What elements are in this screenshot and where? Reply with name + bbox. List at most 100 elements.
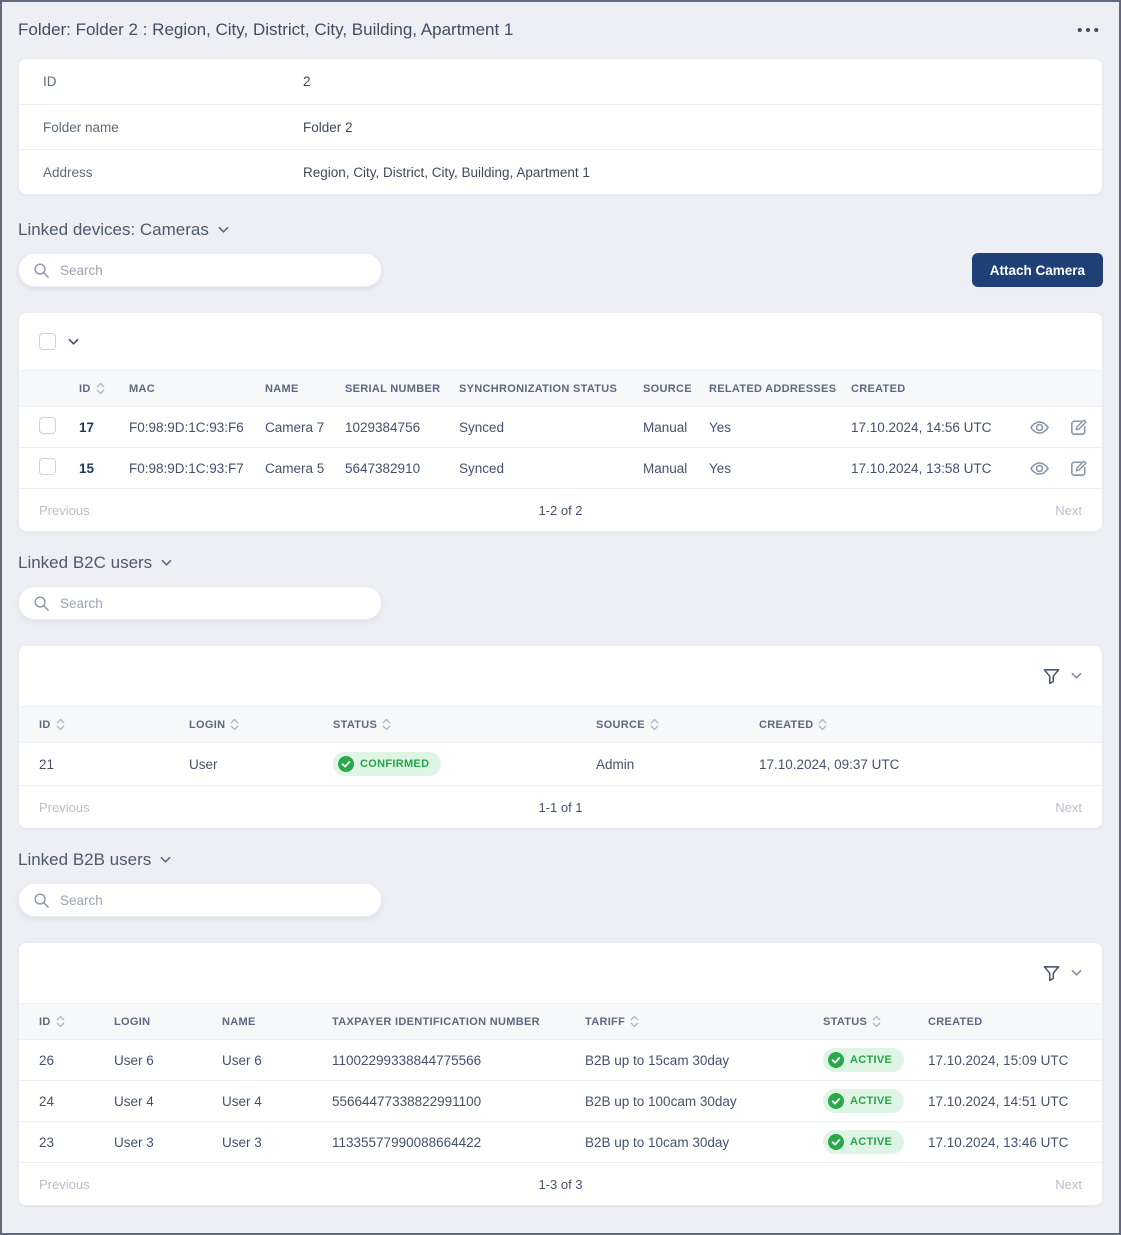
column-header-name: NAME [265, 382, 299, 395]
camera-created: 17.10.2024, 13:58 UTC [851, 460, 992, 476]
previous-button[interactable]: Previous [39, 502, 90, 518]
eye-icon[interactable] [1029, 458, 1050, 479]
search-icon [33, 595, 50, 612]
column-header-source[interactable]: SOURCE [576, 717, 739, 732]
cameras-search-row: Attach Camera [18, 253, 1103, 287]
section-title: Linked B2B users [18, 850, 152, 869]
edit-icon[interactable] [1068, 417, 1089, 438]
camera-sync-status: Synced [459, 460, 505, 476]
next-button[interactable]: Next [1055, 502, 1082, 518]
cameras-pagination: Previous 1-2 of 2 Next [19, 489, 1102, 531]
detail-label: Address [43, 164, 93, 180]
column-header-login[interactable]: LOGIN [169, 717, 313, 732]
detail-value: 2 [303, 74, 311, 89]
detail-value: Folder 2 [303, 119, 353, 135]
cameras-search-input[interactable] [60, 262, 367, 278]
camera-name: Camera 7 [265, 419, 325, 435]
filter-chevron-icon[interactable] [1071, 672, 1082, 680]
user-tariff: B2B up to 15cam 30day [585, 1052, 730, 1068]
camera-serial: 1029384756 [345, 419, 421, 435]
b2c-search-input[interactable] [60, 595, 367, 611]
b2b-table-row[interactable]: 23 User 3 User 3 11335577990088664422 B2… [19, 1122, 1102, 1163]
user-id: 24 [39, 1093, 55, 1109]
camera-created: 17.10.2024, 14:56 UTC [851, 419, 992, 435]
column-header-id[interactable]: ID [19, 717, 169, 732]
user-name: User 4 [222, 1093, 262, 1109]
column-header-id[interactable]: ID [19, 1014, 94, 1029]
ellipsis-menu-icon[interactable] [1073, 21, 1103, 39]
status-badge: CONFIRMED [333, 752, 442, 776]
b2c-search-row [18, 586, 1103, 620]
b2b-search-input[interactable] [60, 892, 367, 908]
user-id: 26 [39, 1052, 55, 1068]
column-header-tariff[interactable]: TARIFF [565, 1014, 803, 1029]
previous-button[interactable]: Previous [39, 1176, 90, 1192]
user-created: 17.10.2024, 13:46 UTC [928, 1134, 1069, 1150]
status-badge: ACTIVE [823, 1130, 905, 1154]
select-all-checkbox[interactable] [39, 333, 56, 350]
sort-arrows-icon [382, 717, 391, 732]
column-header-status[interactable]: STATUS [313, 717, 576, 732]
b2c-table-card: ID LOGIN STATUS SOURCE CREATED 21 User C… [18, 645, 1103, 829]
check-circle-icon [828, 1052, 844, 1068]
select-dropdown-chevron-icon[interactable] [68, 338, 79, 346]
column-header-created: CREATED [928, 1015, 983, 1028]
b2b-search-row [18, 883, 1103, 917]
b2c-toolbar [19, 646, 1102, 706]
b2b-toolbar [19, 943, 1102, 1003]
user-created: 17.10.2024, 14:51 UTC [928, 1093, 1069, 1109]
column-header-status[interactable]: STATUS [803, 1014, 908, 1029]
user-login: User 4 [114, 1093, 154, 1109]
sort-arrows-icon [872, 1014, 881, 1029]
row-checkbox[interactable] [39, 458, 56, 475]
edit-icon[interactable] [1068, 458, 1089, 479]
funnel-icon[interactable] [1042, 964, 1061, 983]
b2b-search-box[interactable] [18, 883, 382, 917]
previous-button[interactable]: Previous [39, 799, 90, 815]
user-id: 23 [39, 1134, 55, 1150]
column-header-serial: SERIAL NUMBER [345, 382, 441, 395]
column-header-id[interactable]: ID [67, 381, 117, 396]
cameras-search-box[interactable] [18, 253, 382, 287]
camera-mac: F0:98:9D:1C:93:F7 [129, 460, 244, 476]
check-circle-icon [828, 1093, 844, 1109]
section-heading-cameras[interactable]: Linked devices: Cameras [18, 220, 1103, 240]
b2b-table-row[interactable]: 26 User 6 User 6 11002299338844775566 B2… [19, 1040, 1102, 1081]
camera-name: Camera 5 [265, 460, 325, 476]
section-heading-b2c[interactable]: Linked B2C users [18, 553, 1103, 573]
attach-camera-button[interactable]: Attach Camera [971, 253, 1103, 287]
b2b-table-card: ID LOGIN NAME TAXPAYER IDENTIFICATION NU… [18, 942, 1103, 1206]
section-heading-b2b[interactable]: Linked B2B users [18, 850, 1103, 870]
b2c-table-row[interactable]: 21 User CONFIRMED Admin 17.10.2024, 09:3… [19, 743, 1102, 786]
user-name: User 3 [222, 1134, 262, 1150]
sort-arrows-icon [230, 717, 239, 732]
camera-table-row[interactable]: 15 F0:98:9D:1C:93:F7 Camera 5 5647382910… [19, 448, 1102, 489]
b2b-table-row[interactable]: 24 User 4 User 4 55664477338822991100 B2… [19, 1081, 1102, 1122]
b2c-pagination: Previous 1-1 of 1 Next [19, 786, 1102, 828]
column-header-created[interactable]: CREATED [739, 717, 1102, 732]
eye-icon[interactable] [1029, 417, 1050, 438]
cameras-table-card: ID MAC NAME SERIAL NUMBER SYNCHRONIZATIO… [18, 312, 1103, 532]
user-created: 17.10.2024, 09:37 UTC [759, 756, 900, 772]
page-title: Folder: Folder 2 : Region, City, Distric… [18, 20, 514, 39]
status-badge: ACTIVE [823, 1089, 905, 1113]
titlebar: Folder: Folder 2 : Region, City, Distric… [18, 2, 1103, 58]
camera-related-addresses: Yes [709, 419, 732, 435]
filter-chevron-icon[interactable] [1071, 969, 1082, 977]
chevron-down-icon [160, 856, 171, 864]
user-tariff: B2B up to 100cam 30day [585, 1093, 737, 1109]
detail-label: Folder name [43, 119, 119, 135]
next-button[interactable]: Next [1055, 1176, 1082, 1192]
column-header-mac: MAC [129, 382, 155, 395]
row-checkbox[interactable] [39, 417, 56, 434]
funnel-icon[interactable] [1042, 667, 1061, 686]
user-tin: 11335577990088664422 [332, 1134, 482, 1150]
camera-related-addresses: Yes [709, 460, 732, 476]
camera-table-row[interactable]: 17 F0:98:9D:1C:93:F6 Camera 7 1029384756… [19, 407, 1102, 448]
next-button[interactable]: Next [1055, 799, 1082, 815]
user-id: 21 [39, 756, 55, 772]
status-badge: ACTIVE [823, 1048, 905, 1072]
section-title: Linked B2C users [18, 553, 153, 572]
b2c-search-box[interactable] [18, 586, 382, 620]
page: Folder: Folder 2 : Region, City, Distric… [2, 2, 1119, 1206]
